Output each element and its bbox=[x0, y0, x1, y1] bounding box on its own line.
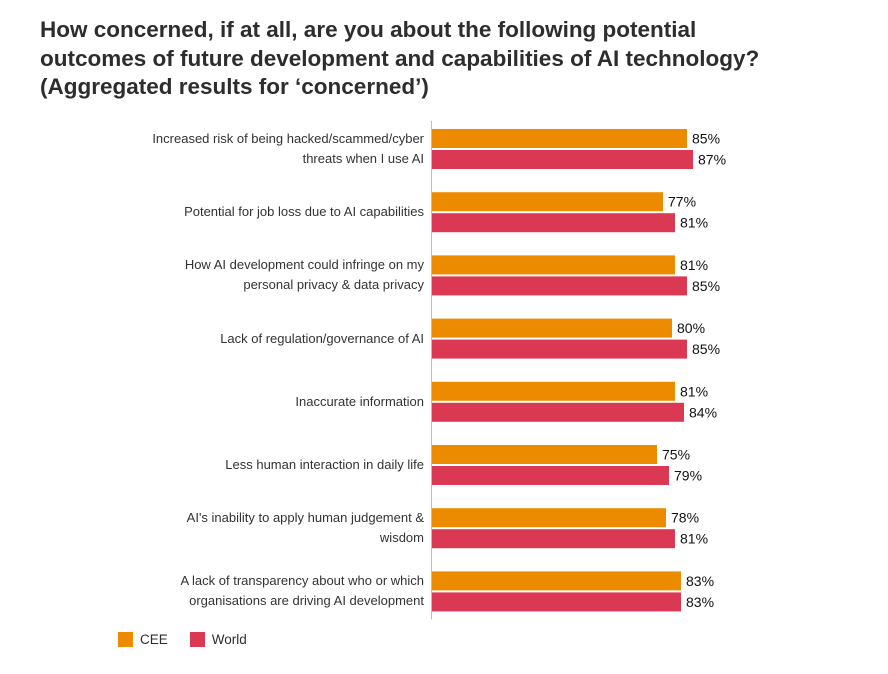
category-label: Inaccurate information bbox=[94, 392, 424, 412]
data-label-cee: 81% bbox=[680, 257, 708, 273]
bar-cee bbox=[432, 571, 681, 591]
category-label: Less human interaction in daily life bbox=[94, 455, 424, 475]
data-label-world: 84% bbox=[689, 404, 717, 420]
category-label-line: A lack of transparency about who or whic… bbox=[180, 573, 424, 589]
category-label: Potential for job loss due to AI capabil… bbox=[94, 202, 424, 222]
data-label-world: 83% bbox=[686, 594, 714, 610]
data-label-world: 81% bbox=[680, 215, 708, 231]
category-label-line: How AI development could infringe on my bbox=[184, 257, 424, 273]
category-label: Increased risk of being hacked/scammed/c… bbox=[94, 129, 424, 169]
category-label-line: Increased risk of being hacked/scammed/c… bbox=[152, 131, 424, 146]
legend-swatch-world bbox=[189, 632, 205, 647]
chart-legend: CEE World bbox=[118, 632, 269, 647]
data-label-world: 81% bbox=[680, 531, 708, 547]
data-label-world: 85% bbox=[692, 341, 720, 357]
data-label-cee: 75% bbox=[662, 447, 690, 463]
data-label-world: 79% bbox=[674, 468, 702, 484]
chart-title-line-2: outcomes of future development and capab… bbox=[40, 45, 760, 71]
category-label: How AI development could infringe on my p… bbox=[94, 255, 424, 295]
category-label: A lack of transparency about who or whic… bbox=[94, 571, 424, 611]
bar-cee bbox=[432, 318, 672, 338]
category-label-line: personal privacy & data privacy bbox=[243, 277, 424, 293]
category-label-line: threats when I use AI bbox=[302, 151, 424, 166]
data-label-cee: 78% bbox=[671, 510, 699, 526]
bar-cee bbox=[432, 508, 666, 528]
data-label-cee: 85% bbox=[692, 131, 720, 147]
bar-cee bbox=[432, 129, 687, 148]
bar-cee bbox=[432, 445, 657, 464]
bar-world bbox=[432, 466, 669, 485]
category-label-line: wisdom bbox=[379, 530, 424, 546]
bar-world bbox=[432, 592, 681, 612]
category-label-line: organisations are driving AI development bbox=[189, 593, 424, 609]
chart-title-line-3: (Aggregated results for ‘concerned’) bbox=[40, 74, 429, 99]
bar-world bbox=[432, 150, 693, 169]
category-label-line: Less human interaction in daily life bbox=[225, 457, 424, 472]
bar-cee bbox=[432, 192, 663, 212]
bar-world bbox=[432, 276, 687, 296]
data-label-cee: 80% bbox=[677, 320, 705, 336]
category-label: AI's inability to apply human judgement … bbox=[94, 508, 424, 548]
bar-world bbox=[432, 339, 687, 359]
legend-label-cee: CEE bbox=[140, 632, 168, 647]
bar-world bbox=[432, 529, 675, 549]
chart-title: How concerned, if at all, are you about … bbox=[40, 16, 860, 102]
legend-item-world: World bbox=[189, 632, 247, 647]
category-label-line: Lack of regulation/governance of AI bbox=[220, 330, 424, 346]
data-label-cee: 81% bbox=[680, 383, 708, 399]
category-label-line: Inaccurate information bbox=[295, 393, 424, 409]
bar-cee bbox=[432, 381, 675, 401]
data-label-cee: 77% bbox=[668, 194, 696, 210]
bar-cee bbox=[432, 255, 675, 275]
bar-world bbox=[432, 402, 684, 422]
data-label-world: 87% bbox=[698, 152, 726, 168]
category-label-line: AI's inability to apply human judgement … bbox=[186, 510, 424, 526]
chart-title-line-1: How concerned, if at all, are you about … bbox=[40, 17, 697, 42]
data-label-cee: 83% bbox=[686, 573, 714, 589]
bar-world bbox=[432, 213, 675, 233]
category-label: Lack of regulation/governance of AI bbox=[94, 329, 424, 349]
legend-label-world: World bbox=[211, 632, 247, 647]
legend-item-cee: CEE bbox=[118, 632, 168, 647]
category-label-line: Potential for job loss due to AI capabil… bbox=[184, 204, 424, 220]
data-label-world: 85% bbox=[692, 278, 720, 294]
legend-swatch-cee bbox=[118, 632, 133, 647]
